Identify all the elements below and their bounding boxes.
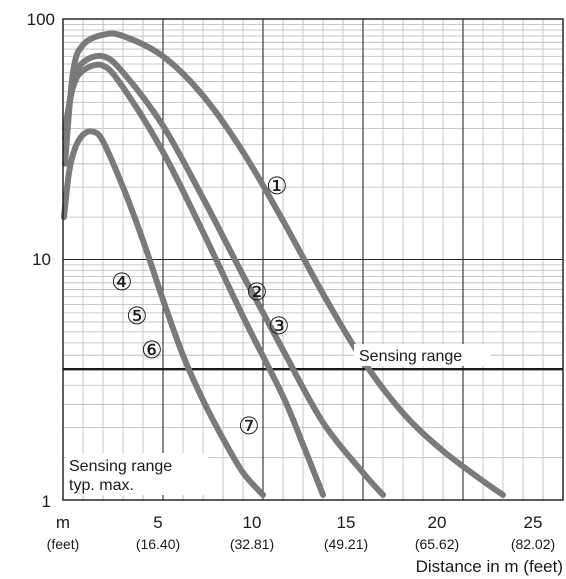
curve-marker-2: ② (246, 278, 268, 306)
reference-label-background (354, 344, 490, 366)
series-line-3 (62, 61, 326, 498)
curve-marker-6: ⑥ (141, 336, 163, 364)
x-tick-sub-20: (65.62) (415, 536, 459, 552)
curve-marker-7: ⑦ (238, 412, 260, 440)
annotation-sensing-range: Sensing range (69, 458, 172, 475)
x-tick-label-25: 25 (524, 513, 543, 532)
curve-marker-3: ③ (268, 312, 290, 340)
x-unit-label: m (56, 513, 70, 532)
series-curves (61, 30, 506, 498)
x-tick-sub-5: (16.40) (136, 536, 180, 552)
major-gridlines (63, 19, 563, 500)
x-unit-sub-label: (feet) (47, 536, 80, 552)
y-tick-labels: 100 10 1 (27, 10, 55, 511)
x-tick-label-20: 20 (428, 513, 447, 532)
curve-marker-1: ① (266, 172, 288, 200)
x-axis-title: Distance in m (feet) (416, 557, 563, 576)
x-tick-sub-10: (32.81) (230, 536, 274, 552)
x-tick-label-10: 10 (243, 513, 262, 532)
series-line-1 (62, 30, 506, 498)
x-tick-sub-15: (49.21) (324, 536, 368, 552)
x-tick-sub-25: (82.02) (511, 536, 555, 552)
reference-line-label: Sensing range (359, 348, 462, 365)
curve-markers: ① ② ③ ④ ⑤ ⑥ ⑦ (111, 172, 290, 440)
y-tick-label-100: 100 (27, 10, 55, 29)
curve-marker-5: ⑤ (126, 302, 148, 330)
annotation-typ-max: typ. max. (69, 477, 134, 494)
series-line-2 (62, 52, 386, 498)
x-tick-labels: m (feet) 5 (16.40) 10 (32.81) 15 (49.21)… (47, 513, 556, 552)
annotation-background (66, 453, 208, 495)
series-line-4 (61, 128, 266, 498)
y-tick-label-1: 1 (42, 492, 51, 511)
x-tick-label-5: 5 (153, 513, 162, 532)
y-tick-label-10: 10 (32, 250, 51, 269)
curve-marker-4: ④ (111, 268, 133, 296)
plot-frame (62, 18, 564, 501)
x-tick-label-15: 15 (337, 513, 356, 532)
